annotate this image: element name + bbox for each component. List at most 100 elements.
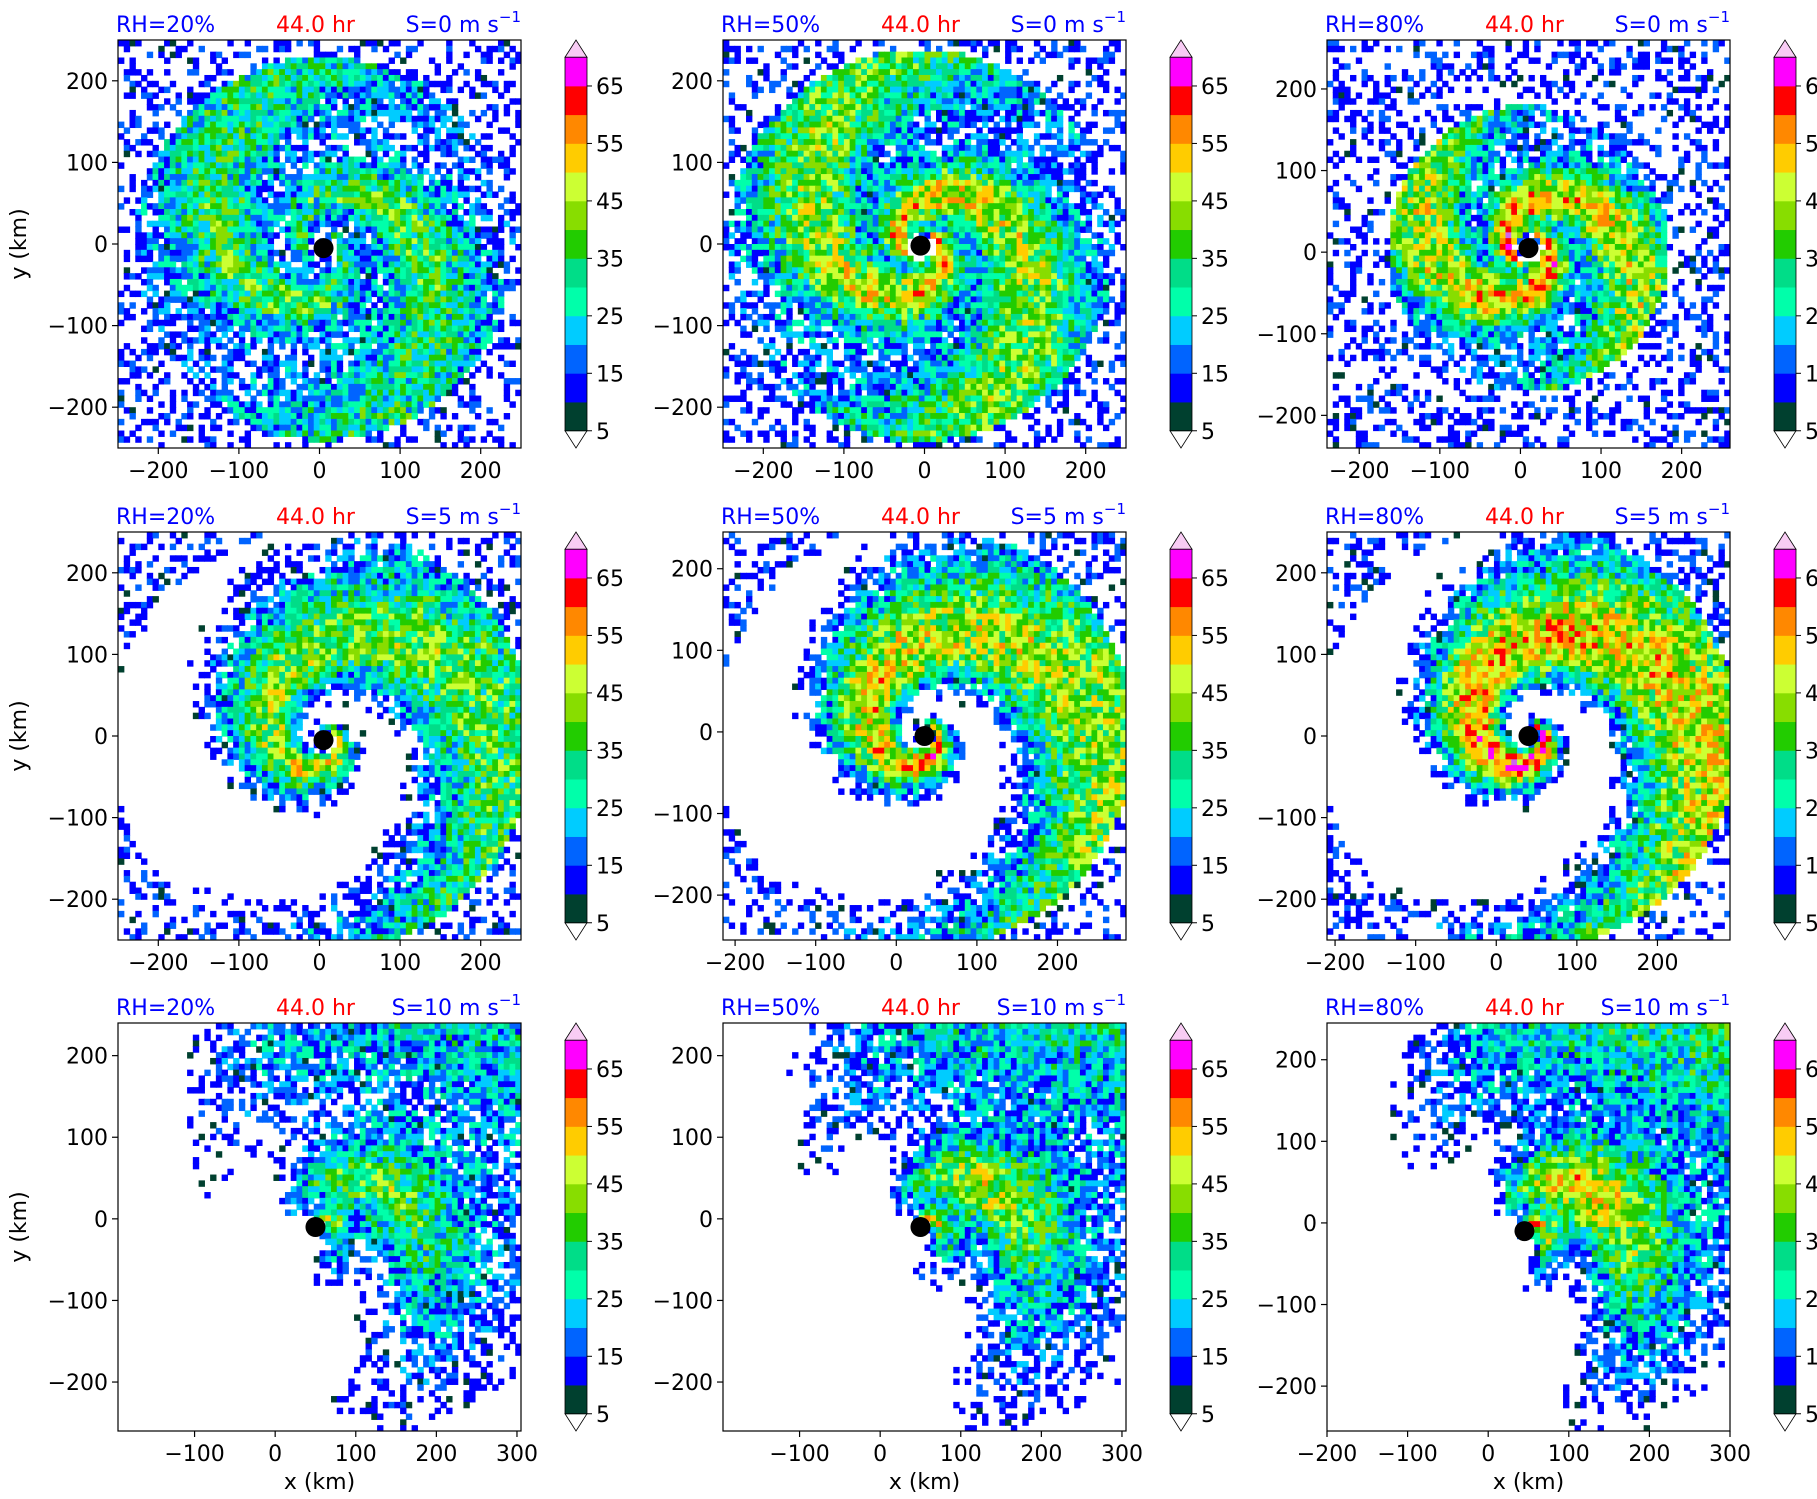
x-axis-label: x (km) bbox=[889, 1470, 960, 1495]
y-tick-label: −100 bbox=[1257, 323, 1317, 348]
y-tick-label: 0 bbox=[699, 721, 713, 746]
storm-center-marker bbox=[313, 238, 334, 259]
rh-label: RH=80% bbox=[1325, 996, 1424, 1021]
x-tick-label: −200 bbox=[1329, 459, 1389, 484]
rh-label: RH=20% bbox=[116, 505, 215, 530]
x-tick-label: −200 bbox=[128, 951, 188, 976]
colorbar-tick-label: 35 bbox=[596, 1230, 624, 1255]
colorbar: 5 15 25 35 45 55 65 bbox=[1773, 39, 1817, 449]
colorbar-tick-label: 5 bbox=[596, 912, 610, 937]
time-label: 44.0 hr bbox=[881, 13, 961, 38]
colorbar-tick-label: 35 bbox=[596, 739, 624, 764]
x-tick-label: 200 bbox=[1661, 459, 1703, 484]
panel-1: −200 −100 0 100 200 −200 −100 0 100 200 RH=20% 44.0… bbox=[7, 8, 624, 484]
y-tick-label: −200 bbox=[48, 396, 108, 421]
rh-label: RH=20% bbox=[116, 996, 215, 1021]
storm-center-marker bbox=[1518, 726, 1539, 746]
x-tick-label: 200 bbox=[1628, 1442, 1670, 1467]
x-tick-label: 200 bbox=[415, 1442, 457, 1467]
colorbar-tick-label: 25 bbox=[596, 797, 624, 822]
plot-frame bbox=[722, 531, 1127, 941]
colorbar-tick-label: 15 bbox=[596, 854, 624, 879]
colorbar-tick-label: 25 bbox=[1805, 797, 1817, 822]
colorbar-tick-label: 45 bbox=[1805, 1173, 1817, 1198]
rh-label: RH=20% bbox=[116, 13, 215, 38]
colorbar-tick-label: 55 bbox=[1201, 624, 1229, 649]
colorbar-tick-label: 35 bbox=[596, 247, 624, 272]
plot-frame bbox=[1326, 1022, 1731, 1432]
x-tick-label: 100 bbox=[1556, 951, 1598, 976]
colorbar-tick-label: 55 bbox=[596, 624, 624, 649]
y-tick-label: 100 bbox=[1275, 160, 1317, 185]
y-tick-label: 200 bbox=[66, 1045, 108, 1070]
y-tick-label: −200 bbox=[653, 884, 713, 909]
x-tick-label: −200 bbox=[733, 459, 793, 484]
colorbar-tick-label: 55 bbox=[1201, 1115, 1229, 1140]
time-label: 44.0 hr bbox=[1485, 505, 1565, 530]
y-tick-label: 100 bbox=[671, 151, 713, 176]
reflectivity-field bbox=[1327, 40, 1730, 448]
colorbar-tick-label: 5 bbox=[1201, 912, 1215, 937]
colorbar-tick-label: 45 bbox=[1201, 190, 1229, 215]
panel-7: −100 0 100 200 300 −200 −100 0 100 200 RH=20% 44.0 … bbox=[7, 991, 624, 1495]
colorbar-tick-label: 5 bbox=[596, 420, 610, 445]
time-label: 44.0 hr bbox=[276, 996, 356, 1021]
y-tick-label: 200 bbox=[1275, 78, 1317, 103]
colorbar-tick-label: 25 bbox=[596, 1288, 624, 1313]
x-tick-label: −100 bbox=[1377, 1442, 1437, 1467]
y-tick-label: 100 bbox=[66, 151, 108, 176]
rh-label: RH=50% bbox=[721, 996, 820, 1021]
y-tick-label: 200 bbox=[671, 558, 713, 583]
colorbar-tick-label: 15 bbox=[1201, 1345, 1229, 1370]
colorbar-tick-label: 5 bbox=[1201, 420, 1215, 445]
colorbar-tick-label: 25 bbox=[1201, 305, 1229, 330]
rh-label: RH=50% bbox=[721, 13, 820, 38]
x-axis-label: x (km) bbox=[1493, 1470, 1564, 1495]
colorbar-tick-label: 55 bbox=[1805, 132, 1817, 157]
colorbar-tick-label: 5 bbox=[1805, 1403, 1817, 1428]
shear-label: S=0 m s−1 bbox=[1011, 8, 1126, 38]
shear-label: S=0 m s−1 bbox=[1615, 8, 1730, 38]
x-tick-label: −100 bbox=[785, 951, 845, 976]
storm-center-marker bbox=[305, 1217, 326, 1237]
colorbar: 5 15 25 35 45 55 65 bbox=[1169, 39, 1229, 449]
x-tick-label: 0 bbox=[268, 1442, 282, 1467]
time-label: 44.0 hr bbox=[1485, 13, 1565, 38]
storm-center-marker bbox=[1514, 1221, 1535, 1242]
colorbar-tick-label: 5 bbox=[1805, 420, 1817, 445]
shear-label: S=5 m s−1 bbox=[1615, 500, 1730, 530]
x-tick-label: −100 bbox=[1385, 951, 1445, 976]
reflectivity-field bbox=[1327, 532, 1730, 940]
x-tick-label: 300 bbox=[1101, 1442, 1143, 1467]
x-tick-label: 100 bbox=[379, 459, 421, 484]
time-label: 44.0 hr bbox=[881, 505, 961, 530]
colorbar-tick-label: 35 bbox=[1201, 1230, 1229, 1255]
reflectivity-field bbox=[1390, 1023, 1730, 1431]
y-tick-label: −100 bbox=[1257, 1294, 1317, 1319]
colorbar-tick-label: 35 bbox=[1201, 739, 1229, 764]
colorbar-tick-label: 15 bbox=[1805, 854, 1817, 879]
colorbar-tick-label: 55 bbox=[1805, 624, 1817, 649]
x-tick-label: −100 bbox=[1410, 459, 1470, 484]
rh-label: RH=50% bbox=[721, 505, 820, 530]
reflectivity-field bbox=[723, 532, 1126, 940]
y-tick-label: −100 bbox=[653, 803, 713, 828]
y-tick-label: −200 bbox=[48, 888, 108, 913]
y-tick-label: 100 bbox=[1275, 1130, 1317, 1155]
x-tick-label: 0 bbox=[889, 951, 903, 976]
colorbar-tick-label: 65 bbox=[596, 567, 624, 592]
colorbar-tick-label: 25 bbox=[1201, 1288, 1229, 1313]
colorbar-tick-label: 45 bbox=[596, 190, 624, 215]
x-tick-label: 100 bbox=[984, 459, 1026, 484]
shear-label: S=5 m s−1 bbox=[1011, 500, 1126, 530]
reflectivity-field bbox=[187, 1023, 521, 1431]
x-tick-label: 0 bbox=[1513, 459, 1527, 484]
colorbar-tick-label: 15 bbox=[1201, 854, 1229, 879]
shear-label: S=10 m s−1 bbox=[392, 991, 521, 1021]
y-tick-label: 0 bbox=[1303, 725, 1317, 750]
colorbar-tick-label: 65 bbox=[596, 75, 624, 100]
colorbar-tick-label: 45 bbox=[1805, 682, 1817, 707]
x-tick-label: −100 bbox=[814, 459, 874, 484]
x-tick-label: 0 bbox=[313, 951, 327, 976]
x-tick-label: −100 bbox=[769, 1442, 829, 1467]
